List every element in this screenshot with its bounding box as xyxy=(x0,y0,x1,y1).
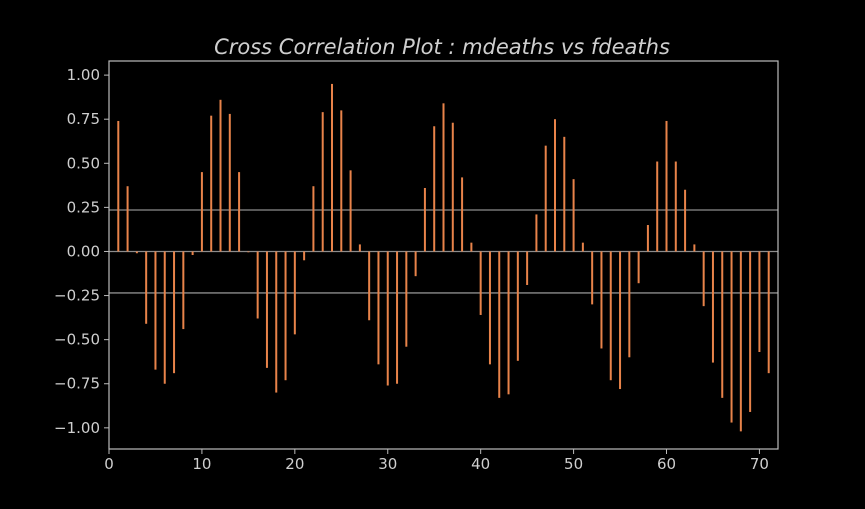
correlation-bar xyxy=(303,251,306,261)
x-tick-label: 30 xyxy=(378,455,397,473)
axes-group xyxy=(108,60,779,450)
correlation-bar xyxy=(749,251,752,412)
correlation-bar xyxy=(247,251,250,253)
correlation-bar xyxy=(637,251,640,284)
correlation-bar xyxy=(479,251,482,315)
y-tick-label: 0.00 xyxy=(67,242,100,260)
x-tick-label: 70 xyxy=(750,455,769,473)
correlation-bar xyxy=(200,172,203,252)
correlation-bar xyxy=(163,251,166,384)
correlation-bar xyxy=(711,251,714,363)
chart-title: Cross Correlation Plot : mdeaths vs fdea… xyxy=(214,35,670,59)
correlation-bar xyxy=(191,251,194,255)
correlation-bar xyxy=(145,251,148,324)
correlation-bar xyxy=(619,251,622,390)
y-tick-label: 1.00 xyxy=(67,66,100,84)
correlation-bar xyxy=(126,186,129,252)
x-tick-label: 40 xyxy=(471,455,490,473)
correlation-bar xyxy=(470,242,473,252)
correlation-bar xyxy=(433,126,436,252)
correlation-bar xyxy=(117,120,120,252)
correlation-bar xyxy=(461,177,464,252)
x-tick-label: 10 xyxy=(192,455,211,473)
plot-frame xyxy=(108,60,779,450)
correlation-bar xyxy=(554,119,556,252)
correlation-bar xyxy=(693,244,696,252)
correlation-bar xyxy=(238,172,241,252)
correlation-bar xyxy=(451,122,454,252)
correlation-bar xyxy=(312,186,315,252)
correlation-bar xyxy=(646,225,649,252)
y-axis-ticks: 1.00 0.75 0.50 0.25 0.00 −0.25 −0.50 −0.75 −1.00 xyxy=(54,66,109,437)
correlation-bar xyxy=(182,251,185,330)
correlation-bar xyxy=(331,83,333,252)
correlation-bar xyxy=(135,251,138,254)
correlation-bar xyxy=(414,251,417,277)
correlation-bar xyxy=(396,251,399,384)
correlation-bar xyxy=(265,251,268,368)
correlation-bar xyxy=(405,251,408,347)
correlation-bar xyxy=(256,251,259,319)
correlation-bar xyxy=(758,251,761,352)
correlation-bar xyxy=(572,179,575,252)
y-tick-label: 0.50 xyxy=(67,154,100,172)
correlation-bar xyxy=(674,161,677,252)
bars-group xyxy=(117,83,770,432)
correlation-bar xyxy=(507,251,510,395)
correlation-bar xyxy=(600,251,603,349)
correlation-bar xyxy=(386,251,389,386)
x-tick-label: 20 xyxy=(285,455,304,473)
correlation-bar xyxy=(340,110,343,252)
correlation-bar xyxy=(721,251,724,398)
correlation-bar xyxy=(684,189,687,252)
correlation-bar xyxy=(219,99,222,252)
correlation-bar xyxy=(321,112,324,252)
correlation-bar xyxy=(739,251,742,432)
correlation-bar xyxy=(498,251,501,398)
correlation-bar xyxy=(293,251,296,335)
correlation-bar xyxy=(591,251,594,305)
y-tick-label: 0.75 xyxy=(67,110,100,128)
correlation-bar xyxy=(665,120,668,252)
correlation-bar xyxy=(154,251,157,370)
correlation-bar xyxy=(563,136,566,252)
correlation-bar xyxy=(656,161,659,252)
x-tick-label: 50 xyxy=(564,455,583,473)
x-tick-label: 60 xyxy=(657,455,676,473)
x-tick-label: 0 xyxy=(104,455,114,473)
x-axis-ticks: 0 10 20 30 40 50 60 70 xyxy=(104,449,769,473)
correlation-bar xyxy=(767,251,770,374)
correlation-bar xyxy=(526,251,529,285)
y-tick-label: −0.25 xyxy=(54,287,100,305)
correlation-bar xyxy=(544,145,547,252)
correlation-bar xyxy=(173,251,176,374)
correlation-bar xyxy=(516,251,519,361)
y-tick-label: −0.75 xyxy=(54,375,100,393)
correlation-bar xyxy=(368,251,371,321)
y-tick-label: 0.25 xyxy=(67,198,100,216)
correlation-bar xyxy=(210,115,213,252)
correlation-bar xyxy=(358,244,361,252)
correlation-bar xyxy=(730,251,733,423)
correlation-bar xyxy=(228,113,231,252)
y-tick-label: −1.00 xyxy=(54,419,100,437)
correlation-bar xyxy=(488,251,491,365)
correlation-bar xyxy=(442,103,445,252)
y-tick-label: −0.50 xyxy=(54,331,100,349)
correlation-bar xyxy=(609,251,612,381)
correlation-bar xyxy=(628,251,631,358)
correlation-bar xyxy=(423,187,426,252)
correlation-bar xyxy=(702,251,705,307)
correlation-bar xyxy=(349,170,352,252)
correlation-bar xyxy=(581,242,584,252)
correlation-bar xyxy=(275,251,278,393)
correlation-bar xyxy=(284,251,287,381)
correlation-bar xyxy=(535,214,538,252)
correlation-bar xyxy=(377,251,380,365)
